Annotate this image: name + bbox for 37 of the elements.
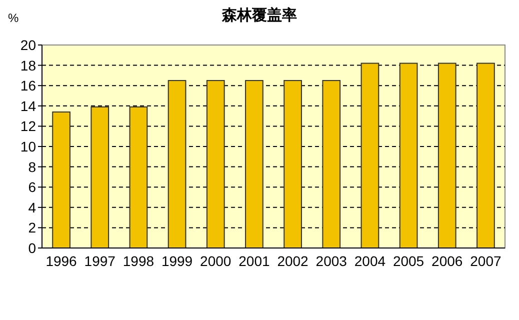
x-tick-label: 2003 — [316, 253, 348, 269]
x-tick-label: 2004 — [354, 253, 386, 269]
bar — [129, 106, 148, 248]
bar — [206, 80, 225, 248]
y-tick-label: 20 — [20, 37, 36, 53]
chart-title: 森林覆盖率 — [221, 6, 297, 24]
bar — [399, 62, 418, 248]
x-tick-label: 1998 — [122, 253, 154, 269]
bar — [476, 62, 495, 248]
y-tick-label: 18 — [20, 57, 36, 74]
y-tick-label: 0 — [28, 240, 36, 256]
x-tick-label: 2006 — [432, 253, 463, 269]
bar — [360, 62, 380, 248]
bar — [438, 62, 456, 248]
x-tick-label: 1999 — [161, 253, 193, 269]
y-tick-label: 6 — [28, 179, 36, 196]
x-tick-label: 2000 — [200, 253, 232, 269]
y-axis-title: % — [8, 11, 19, 25]
x-tick-label: 2002 — [277, 253, 309, 269]
x-tick-label: 2007 — [470, 253, 502, 269]
x-tick-label: 1996 — [46, 253, 78, 269]
y-tick-label: 12 — [20, 118, 36, 134]
y-tick-label: 10 — [20, 138, 36, 154]
bar — [322, 80, 341, 248]
bar — [90, 106, 110, 248]
bar — [245, 80, 264, 248]
bar — [284, 80, 302, 248]
x-tick-label: 2001 — [238, 253, 270, 269]
x-tick-label: 2005 — [392, 253, 424, 269]
y-tick-label: 14 — [20, 98, 36, 114]
bar — [168, 80, 186, 248]
bar — [52, 111, 70, 248]
y-tick-label: 8 — [28, 158, 36, 175]
x-tick-label: 1997 — [84, 253, 116, 269]
y-tick-label: 16 — [20, 78, 36, 94]
y-tick-label: 4 — [28, 199, 36, 216]
y-tick-label: 2 — [28, 220, 36, 236]
